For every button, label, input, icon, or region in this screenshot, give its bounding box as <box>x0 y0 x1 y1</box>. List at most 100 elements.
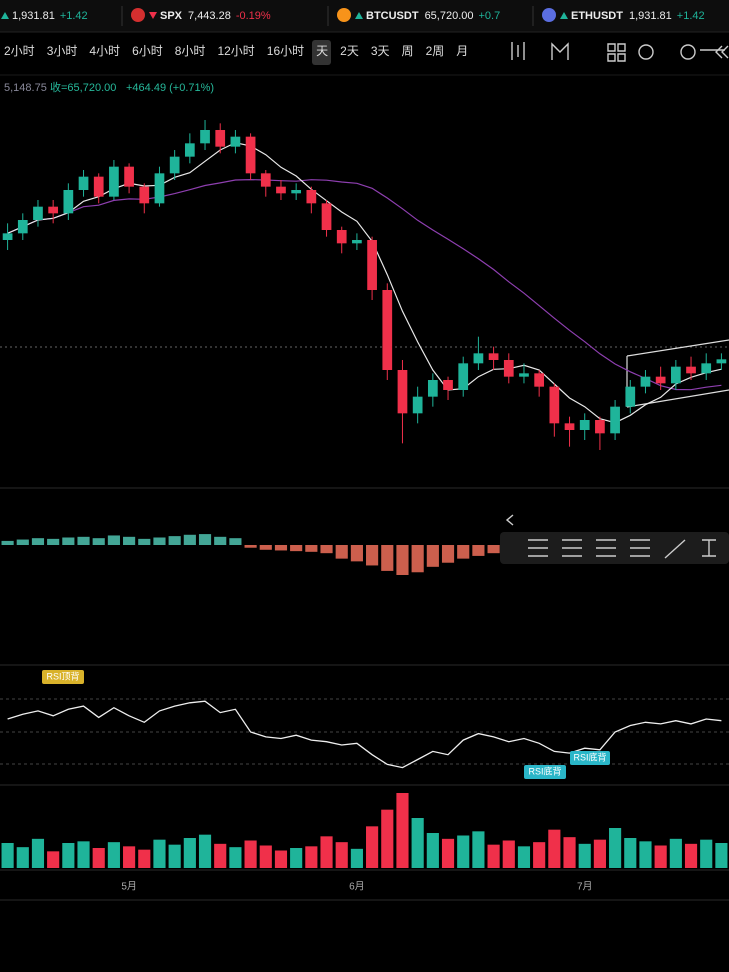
candle-body <box>260 173 271 187</box>
timeframe[interactable]: 8小时 <box>175 44 206 58</box>
candle-body <box>458 363 469 390</box>
volume-bar <box>320 836 333 868</box>
ticker-change: -0.19% <box>236 10 271 22</box>
macd-bar <box>290 545 303 552</box>
candle-body <box>139 186 150 204</box>
ticker-symbol: BTCUSDT <box>366 10 419 22</box>
volume-bar <box>47 851 60 868</box>
macd-bar <box>153 537 166 545</box>
candle-body <box>48 206 59 214</box>
candle-body <box>564 423 575 430</box>
timeframe[interactable]: 2天 <box>340 44 359 58</box>
timeframe[interactable]: 3小时 <box>47 44 78 58</box>
candle-body <box>169 156 180 174</box>
toolbar-icon[interactable] <box>551 42 569 60</box>
volume-bar <box>487 844 500 868</box>
macd-bar <box>320 545 333 554</box>
volume-bar <box>259 845 272 868</box>
tool-icon[interactable] <box>562 539 582 557</box>
volume-bar <box>274 850 288 868</box>
candle-body <box>670 366 681 384</box>
candle-body <box>215 130 226 147</box>
ticker-price: 65,720.00 <box>425 10 474 22</box>
timeframe[interactable]: 月 <box>456 44 468 58</box>
candle-body <box>519 373 529 377</box>
tool-icon[interactable] <box>596 539 616 557</box>
candle-body <box>321 203 332 230</box>
macd-bar <box>244 545 257 548</box>
volume-bar <box>624 838 637 868</box>
ma-long <box>7 178 722 391</box>
timeframe[interactable]: 4小时 <box>89 44 120 58</box>
volume-bar <box>214 843 227 868</box>
candle-body <box>382 290 393 370</box>
macd-bar <box>138 538 151 545</box>
tool-icon[interactable] <box>630 539 650 557</box>
timeframe[interactable]: 2小时 <box>4 44 35 58</box>
timeframe[interactable]: 12小时 <box>217 44 254 58</box>
candle-body <box>230 136 241 147</box>
toolbar-icon[interactable] <box>607 43 626 62</box>
info-open: 5,148.75 <box>4 82 47 94</box>
volume-bar <box>153 839 166 868</box>
active-timeframe[interactable] <box>312 40 331 65</box>
candle-body <box>549 386 560 424</box>
candle-body <box>579 420 590 430</box>
toolbar-icon[interactable] <box>715 45 729 59</box>
date-label: 6月 <box>349 881 365 893</box>
timeframe[interactable]: 天 <box>316 44 328 58</box>
candle-body <box>367 240 377 290</box>
candle-body <box>17 220 28 234</box>
timeframe[interactable]: 周 <box>402 44 414 58</box>
volume-bar <box>77 841 90 868</box>
candle-body <box>154 173 165 204</box>
timeframe[interactable]: 3天 <box>371 44 390 58</box>
candle-body <box>33 206 43 220</box>
date-label: 5月 <box>121 881 137 893</box>
candle-body <box>2 233 13 240</box>
timeframe[interactable]: 16小时 <box>267 44 304 58</box>
macd-bar <box>259 545 272 550</box>
candle-body <box>488 353 499 360</box>
timeframe[interactable]: 2周 <box>426 44 445 58</box>
channel-line <box>626 389 729 408</box>
volume-bar <box>700 839 713 868</box>
candle-body <box>109 166 119 197</box>
volume-bar <box>502 840 515 868</box>
candle-body <box>716 359 727 364</box>
volume-bar <box>62 843 75 868</box>
volume-bar <box>669 838 682 868</box>
candle-body <box>473 353 484 364</box>
timeframe[interactable]: 6小时 <box>132 44 163 58</box>
volume-bar <box>335 842 348 868</box>
volume-bar <box>578 843 591 868</box>
toolbar-icon[interactable] <box>638 44 654 60</box>
macd-bar <box>305 545 318 552</box>
volume-bar <box>715 843 728 868</box>
tool-icon[interactable] <box>702 539 716 557</box>
volume-bar <box>381 809 394 868</box>
tool-icon[interactable] <box>664 539 686 559</box>
ticker-icon <box>337 8 351 22</box>
toolbar-icon[interactable] <box>511 42 525 60</box>
macd-bar <box>62 537 75 545</box>
ticker-change: +0.7 <box>479 10 501 22</box>
candle-body <box>412 396 423 414</box>
divergence-label: RSI底背 <box>573 751 606 762</box>
toolbar-icon[interactable] <box>680 44 696 60</box>
divergence-label: RSI顶背 <box>46 670 79 681</box>
tool-icon[interactable] <box>528 539 548 557</box>
volume-bar <box>198 834 212 868</box>
candle-body <box>291 190 302 194</box>
macd-bar <box>168 536 181 545</box>
candle-body <box>640 376 651 387</box>
ticker-change: +1.42 <box>60 10 88 22</box>
macd-bar <box>487 545 500 554</box>
volume-bar <box>472 831 485 868</box>
volume-bar <box>426 833 439 868</box>
candle-body <box>686 366 696 374</box>
ticker-symbol: SPX <box>160 10 183 22</box>
volume-bar <box>1 843 14 868</box>
macd-bar <box>472 545 485 556</box>
volume-bar <box>138 849 151 868</box>
